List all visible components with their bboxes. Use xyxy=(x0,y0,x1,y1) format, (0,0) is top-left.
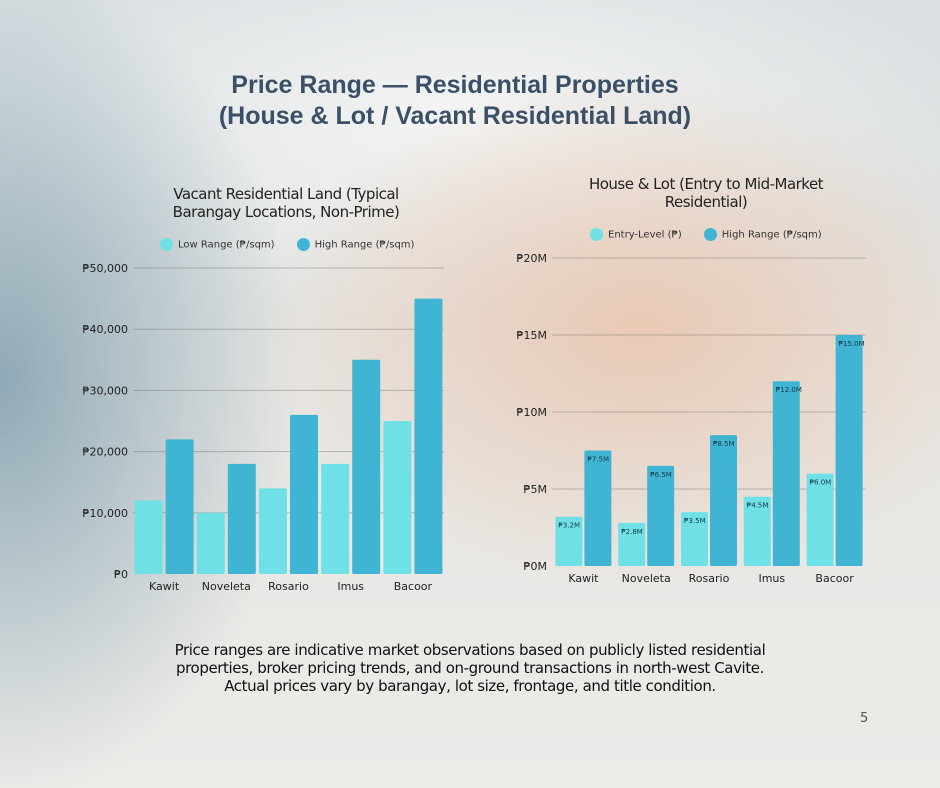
title-line-2: (House & Lot / Vacant Residential Land) xyxy=(218,102,692,130)
x-tick-label: Bacoor xyxy=(394,580,433,593)
footnote-line: Price ranges are indicative market obser… xyxy=(174,641,766,659)
bar-high xyxy=(647,465,675,566)
bar-low xyxy=(555,516,583,566)
legend-item-low: Low Range (₱/sqm) xyxy=(160,238,275,251)
data-label: ₱7.5M xyxy=(587,456,609,464)
x-tick-label: Noveleta xyxy=(622,572,671,585)
x-tick-label: Noveleta xyxy=(202,580,251,593)
left-title-line: Barangay Locations, Non-Prime) xyxy=(172,203,400,221)
bar-high xyxy=(584,450,612,566)
x-tick-label: Imus xyxy=(337,580,364,593)
bar-low xyxy=(321,463,350,574)
legend-swatch-low xyxy=(160,238,173,251)
legend-item-high: High Range (₱/sqm) xyxy=(296,238,415,251)
y-tick-label: ₱0M xyxy=(524,560,548,573)
right-title-line: House & Lot (Entry to Mid-Market xyxy=(588,175,824,193)
right-title-line: Residential) xyxy=(664,193,748,211)
x-tick-label: Imus xyxy=(758,572,785,585)
left-chart-title: Vacant Residential Land (Typical Baranga… xyxy=(136,185,436,221)
footnote: Price ranges are indicative market obser… xyxy=(0,641,940,695)
y-tick-label: ₱0 xyxy=(114,568,128,581)
bar-low xyxy=(618,522,646,566)
data-label: ₱3.5M xyxy=(684,517,706,525)
legend-label: Low Range (₱/sqm) xyxy=(178,239,275,251)
bar-low xyxy=(743,496,771,566)
x-tick-label: Kawit xyxy=(149,580,180,593)
right-legend: Entry-Level (₱) High Range (₱/sqm) xyxy=(590,228,822,241)
bar-high xyxy=(835,335,863,566)
data-label: ₱6.0M xyxy=(810,479,832,487)
data-label: ₱8.5M xyxy=(713,440,735,448)
x-tick-label: Bacoor xyxy=(815,572,854,585)
bar-high xyxy=(352,359,381,574)
left-title-line: Vacant Residential Land (Typical xyxy=(173,185,399,203)
bar-low xyxy=(681,512,708,566)
y-tick-label: ₱30,000 xyxy=(83,384,129,397)
page-number: 5 xyxy=(860,711,869,726)
bar-high xyxy=(710,435,737,566)
legend-swatch-high xyxy=(296,238,310,251)
slide-title: Price Range — Residential Properties (Ho… xyxy=(0,70,910,132)
footnote-line: Actual prices vary by barangay, lot size… xyxy=(224,677,716,695)
legend-label: High Range (₱/sqm) xyxy=(314,239,415,251)
title-line-1: Price Range — Residential Properties xyxy=(231,71,679,99)
legend-swatch-entry xyxy=(590,228,603,241)
data-label: ₱12.0M xyxy=(776,386,802,394)
legend-item-entry: Entry-Level (₱) xyxy=(590,228,682,241)
y-tick-label: ₱5M xyxy=(524,483,548,496)
y-tick-label: ₱20M xyxy=(517,252,548,265)
x-tick-label: Rosario xyxy=(689,572,730,585)
bar-high xyxy=(772,381,800,566)
legend-item-high: High Range (₱/sqm) xyxy=(703,228,822,241)
data-label: ₱4.5M xyxy=(747,502,769,510)
y-tick-label: ₱15M xyxy=(517,329,548,342)
y-tick-label: ₱40,000 xyxy=(83,323,129,336)
bar-high xyxy=(414,298,443,574)
data-label: ₱3.2M xyxy=(558,522,580,530)
right-chart-title: House & Lot (Entry to Mid-Market Residen… xyxy=(556,175,856,211)
bar-high xyxy=(290,414,318,574)
legend-label: Entry-Level (₱) xyxy=(608,229,682,241)
footnote-line: properties, broker pricing trends, and o… xyxy=(175,659,764,677)
x-tick-label: Rosario xyxy=(268,580,309,593)
legend-label: High Range (₱/sqm) xyxy=(721,229,822,241)
data-label: ₱15.0M xyxy=(839,340,865,348)
bar-low xyxy=(196,512,225,574)
left-legend: Low Range (₱/sqm) High Range (₱/sqm) xyxy=(160,238,414,251)
y-tick-label: ₱10M xyxy=(517,406,548,419)
bar-low xyxy=(134,500,163,574)
y-tick-label: ₱20,000 xyxy=(83,446,129,459)
legend-swatch-high xyxy=(703,228,717,241)
bar-low xyxy=(383,421,412,574)
y-tick-label: ₱10,000 xyxy=(83,507,129,520)
bar-high xyxy=(227,463,256,574)
data-label: ₱2.8M xyxy=(621,528,643,536)
bar-low xyxy=(259,488,287,574)
data-label: ₱6.5M xyxy=(650,471,672,479)
x-tick-label: Kawit xyxy=(568,572,599,585)
y-tick-label: ₱50,000 xyxy=(83,262,129,275)
bar-high xyxy=(165,439,194,574)
bar-low xyxy=(806,473,834,566)
